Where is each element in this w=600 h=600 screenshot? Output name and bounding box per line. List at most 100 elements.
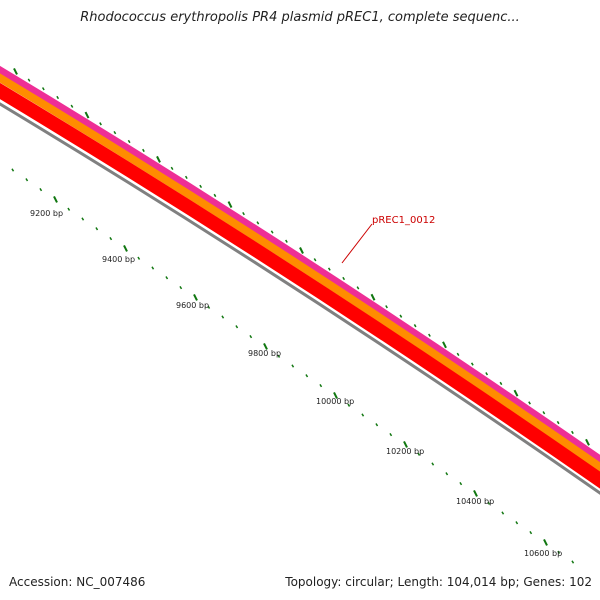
scale-label: 9400 bp (102, 255, 135, 264)
upper-tick (528, 401, 531, 405)
feature-tracks (0, 65, 600, 495)
upper-tick (485, 372, 489, 376)
map-title: Rhodococcus erythropolis PR4 plasmid pRE… (80, 10, 520, 25)
lower-tick (291, 364, 295, 368)
upper-tick-marks (13, 67, 590, 446)
lower-tick (95, 227, 99, 231)
lower-tick (389, 432, 393, 437)
upper-tick (170, 166, 174, 170)
upper-tick (70, 104, 74, 108)
lower-tick (459, 481, 463, 486)
upper-tick (56, 95, 60, 100)
lower-tick (487, 501, 491, 505)
upper-tick (456, 352, 460, 357)
scale-labels: 9200 bp 9400 bp 9600 bp 9800 bp 10000 bp 1020… (30, 209, 562, 558)
lower-tick (53, 195, 58, 203)
lower-tick (39, 187, 43, 192)
upper-tick (270, 230, 274, 234)
lower-tick (137, 256, 141, 260)
lower-tick (403, 440, 408, 448)
upper-tick (385, 305, 388, 309)
feature-label: pREC1_0012 (372, 215, 435, 226)
lower-tick (235, 325, 239, 329)
track-red (0, 82, 600, 489)
track-orange (0, 73, 600, 472)
upper-tick (256, 221, 260, 225)
upper-tick (327, 267, 331, 271)
upper-tick (99, 122, 102, 126)
upper-tick (199, 184, 203, 189)
upper-tick (41, 87, 45, 91)
lower-tick (445, 472, 449, 476)
upper-tick (156, 155, 161, 163)
lower-tick (543, 538, 548, 546)
lower-tick (333, 391, 338, 399)
scale-label: 9200 bp (30, 209, 63, 218)
lower-tick (319, 383, 323, 388)
lower-tick (431, 462, 435, 466)
upper-tick (571, 430, 574, 435)
track-pink (0, 65, 600, 464)
lower-tick (221, 315, 225, 319)
upper-tick (184, 175, 188, 179)
lower-tick (165, 276, 169, 280)
lower-tick (25, 178, 29, 182)
lower-tick (11, 168, 15, 172)
upper-tick (585, 438, 590, 446)
upper-tick (542, 411, 546, 415)
map-summary-text: Topology: circular; Length: 104,014 bp; … (285, 575, 592, 589)
upper-tick (370, 293, 376, 301)
upper-tick (27, 78, 31, 82)
upper-tick (13, 67, 18, 75)
upper-tick (142, 148, 145, 153)
lower-tick (151, 266, 155, 270)
scale-label: 10400 bp (456, 497, 494, 506)
upper-tick (84, 111, 90, 119)
upper-tick (113, 131, 117, 135)
lower-tick (361, 413, 365, 417)
scale-label: 10200 bp (386, 447, 424, 456)
callout-line (341, 223, 373, 264)
lower-tick (67, 207, 71, 211)
upper-tick (342, 276, 346, 281)
lower-tick (305, 374, 309, 378)
upper-tick (299, 247, 304, 254)
lower-tick (81, 217, 85, 221)
upper-tick (442, 341, 447, 349)
lower-tick (207, 305, 211, 309)
feature-callout: pREC1_0012 (341, 215, 435, 264)
lower-tick (571, 560, 575, 564)
lower-tick (473, 489, 478, 497)
lower-tick (123, 244, 128, 252)
lower-tick (515, 521, 519, 525)
upper-tick (413, 324, 417, 328)
lower-tick (277, 354, 281, 358)
lower-tick (375, 423, 379, 427)
lower-tick (179, 285, 183, 290)
upper-tick (213, 193, 217, 198)
scale-label: 10000 bp (316, 397, 354, 406)
upper-tick (227, 201, 233, 208)
upper-tick (556, 420, 560, 425)
upper-tick (356, 286, 360, 290)
lower-tick (263, 342, 268, 350)
upper-tick (428, 333, 431, 337)
upper-tick (499, 381, 503, 386)
track-gray (0, 102, 600, 495)
upper-tick (399, 314, 403, 318)
upper-tick (285, 239, 288, 243)
lower-tick (501, 511, 505, 515)
scale-label: 9600 bp (176, 301, 209, 310)
lower-tick (417, 452, 421, 456)
lower-tick (347, 403, 351, 407)
accession-text: Accession: NC_007486 (9, 575, 146, 589)
lower-tick (193, 293, 198, 301)
lower-tick (557, 550, 561, 554)
lower-tick (249, 334, 253, 339)
lower-tick-marks (11, 168, 575, 564)
lower-tick (529, 530, 533, 535)
lower-tick (109, 236, 113, 241)
upper-tick (513, 389, 519, 397)
scale-label: 9800 bp (248, 349, 281, 358)
